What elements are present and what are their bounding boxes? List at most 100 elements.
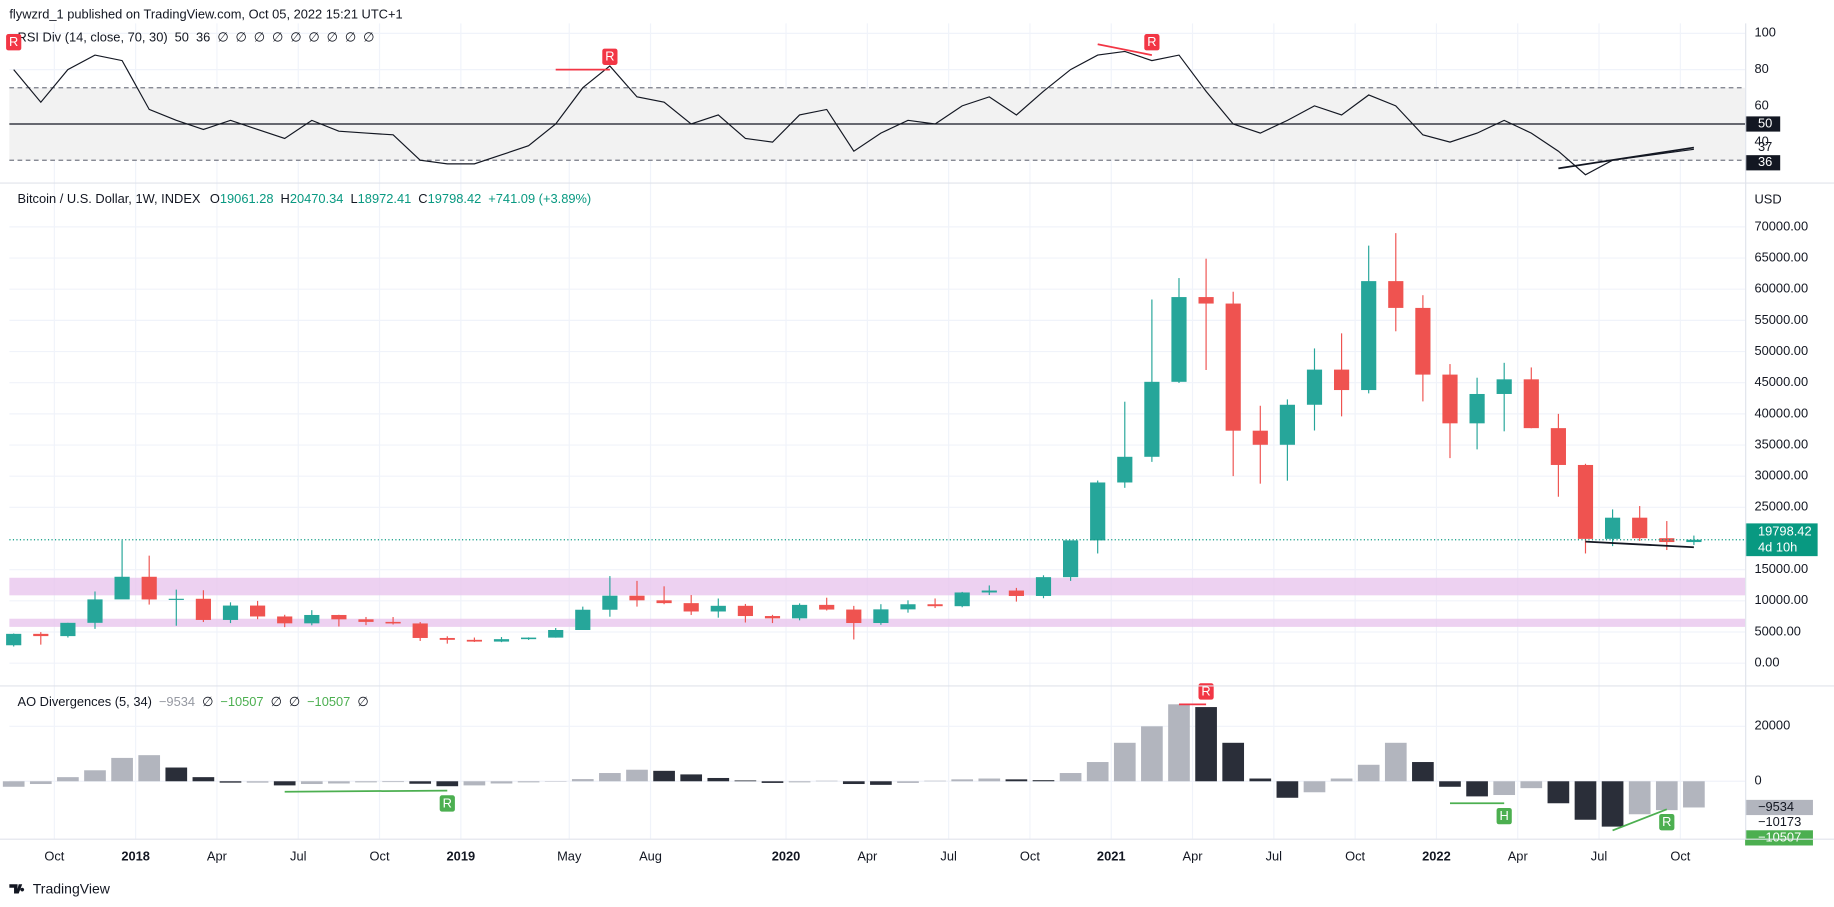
divergence-badge (1144, 34, 1160, 51)
x-tick-label: Oct (1020, 849, 1040, 864)
x-tick-label: 2018 (121, 849, 150, 864)
ao-bar (219, 781, 242, 783)
x-tick-label: Oct (1345, 849, 1365, 864)
ao-bar (1059, 773, 1082, 782)
legend-value: −10507 (307, 694, 350, 709)
ao-bar (653, 770, 675, 782)
candle-body (1279, 404, 1295, 445)
ao-bar (1574, 781, 1597, 820)
legend-value: ∅ (289, 694, 300, 709)
x-tick-label: Aug (639, 849, 662, 864)
price-label: −10173 (1758, 814, 1801, 829)
candle-body (602, 595, 618, 610)
x-tick-label: Apr (207, 849, 228, 864)
divergence-label: R (605, 49, 614, 64)
candle-body (1008, 590, 1024, 596)
pane-title: RSI Div (14, close, 70, 30) (18, 30, 168, 45)
ohlc-label: L (350, 191, 357, 206)
y-tick-label: 40000.00 (1754, 405, 1808, 420)
candle-body (439, 637, 455, 640)
candle-body (1496, 379, 1512, 394)
divergence-badge (602, 48, 618, 65)
divergence-label: R (1147, 34, 1156, 49)
ao-bar (1655, 781, 1678, 811)
ao-bar (1005, 779, 1028, 782)
x-tick-label: 2020 (772, 849, 801, 864)
x-tick-label: 2021 (1097, 849, 1126, 864)
ao-bar (29, 781, 52, 785)
candle-body (1523, 379, 1539, 429)
candle-body (521, 637, 537, 640)
legend-value: ∅ (271, 694, 282, 709)
ao-bar (436, 781, 459, 787)
ohlc-value: 20470.34 (290, 191, 344, 206)
ao-bar (1683, 781, 1705, 808)
ao-bar (409, 781, 432, 784)
ohlc-value: 18972.41 (358, 191, 412, 206)
divergence-line (1097, 43, 1153, 56)
ao-bar (951, 779, 974, 782)
candle-body (331, 614, 347, 620)
x-tick-label: Jul (940, 849, 956, 864)
ao-bar (1249, 778, 1272, 782)
candle-body (1063, 540, 1079, 578)
ao-bar (1330, 778, 1353, 782)
divergence-line (1585, 540, 1694, 549)
y-tick-label: 0 (1754, 773, 1761, 788)
ao-bar (924, 780, 946, 782)
candle-body (33, 633, 49, 637)
price-label: 36 (1758, 154, 1772, 169)
ao-bar (463, 781, 486, 786)
divergence-label: R (1201, 683, 1210, 698)
ao-bar (84, 770, 106, 782)
legend-value: ∅ (254, 30, 265, 45)
pane-candlestick: 0.00 5000.00 10000.00 15000.00 25000.00 30000… (6, 191, 1818, 670)
ao-bar (870, 781, 892, 785)
candle-body (1632, 517, 1648, 539)
y-tick-label: 100 (1754, 25, 1775, 40)
pane-header: RSI Div (14, close, 70, 30) 50 36 ∅ ∅ ∅ ∅ ∅ ∅ ∅ ∅ ∅ (18, 30, 375, 45)
divergence-line (284, 789, 448, 793)
divergence-label: R (1662, 814, 1671, 829)
x-tick-label: Jul (290, 849, 306, 864)
x-tick-label: Oct (44, 849, 64, 864)
candle-body (195, 598, 211, 620)
candle-body (1469, 393, 1485, 424)
ao-bar (978, 778, 1001, 782)
legend-value: −10507 (220, 694, 263, 709)
y-tick-label: 55000.00 (1754, 312, 1808, 327)
price-label: −10507 (1758, 829, 1801, 844)
rsi-line (13, 50, 1694, 176)
price-label-box (1745, 830, 1813, 846)
candle-body (1334, 369, 1350, 391)
candle-body (548, 629, 564, 638)
candle-body (710, 605, 726, 612)
ao-bar (382, 781, 404, 783)
ao-bar (1303, 781, 1326, 793)
candle-body (1550, 428, 1566, 465)
price-label-sub: 4d 10h (1758, 539, 1797, 554)
candle-body (141, 576, 157, 600)
legend-value: ∅ (327, 30, 338, 45)
ao-bar (1520, 781, 1543, 789)
ao-bar (1357, 764, 1380, 782)
y-tick-label: 10000.00 (1754, 592, 1808, 607)
pane-header: AO Divergences (5, 34) −9534 ∅ −10507 ∅ ∅ −105… (18, 694, 369, 709)
ao-bar (1601, 781, 1624, 827)
ao-bar (599, 773, 621, 782)
candle-body (1306, 369, 1323, 405)
legend-value: ∅ (217, 30, 228, 45)
legend-value: ∅ (308, 30, 319, 45)
ao-bar (490, 781, 513, 784)
legend-value: 36 (196, 30, 210, 45)
y-tick-label: 65000.00 (1754, 249, 1808, 264)
x-tick-label: Oct (370, 849, 390, 864)
ao-bar (1032, 780, 1055, 782)
candle-body (846, 609, 862, 624)
ao-bar (1466, 781, 1488, 797)
ao-bar (273, 781, 296, 786)
legend-value: 50 (175, 30, 189, 45)
ao-bar (1195, 707, 1217, 782)
publisher: flywzrd_1 published on TradingView.com, … (9, 7, 402, 22)
